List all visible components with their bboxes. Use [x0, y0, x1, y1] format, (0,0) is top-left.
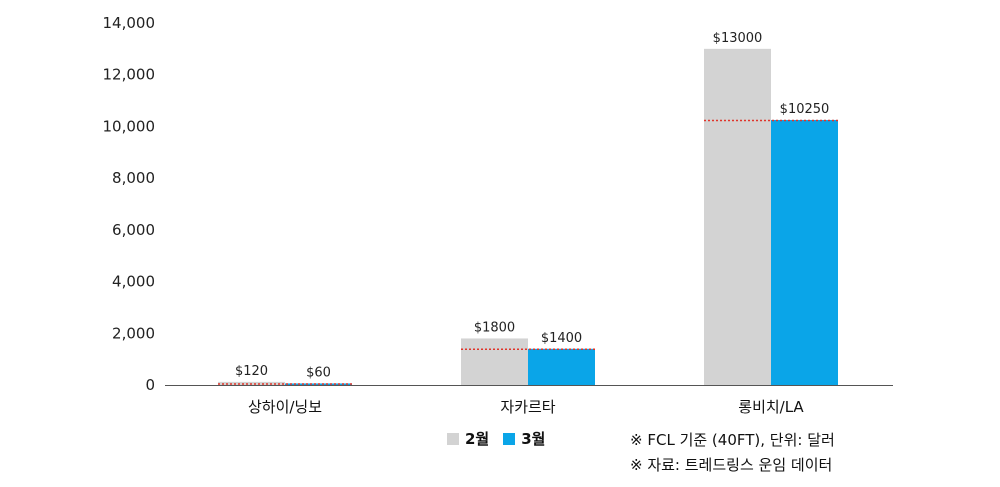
data-label: $1400 [541, 331, 582, 346]
data-label: $10250 [780, 102, 830, 117]
category-label: 상하이/닝보 [248, 398, 322, 416]
footnote-unit: ※ FCL 기준 (40FT), 단위: 달러 [630, 431, 835, 449]
data-labels: $120 $60 $1800 $1400 $13000 $10250 [235, 31, 829, 381]
legend-label-feb: 2월 [465, 430, 490, 448]
data-label: $120 [235, 364, 268, 379]
legend: 2월 3월 [447, 428, 560, 449]
y-tick-label: 10,000 [103, 117, 156, 135]
y-tick-label: 14,000 [103, 14, 156, 32]
bar-mar [528, 348, 595, 385]
y-tick-label: 12,000 [103, 66, 156, 84]
bar-mar [771, 119, 838, 385]
legend-item-mar: 3월 [503, 428, 546, 449]
y-axis-ticks: 0 2,000 4,000 6,000 8,000 10,000 12,000 14,000 [103, 14, 156, 394]
data-label: $1800 [474, 320, 515, 335]
bar-feb [704, 48, 771, 385]
y-tick-label: 0 [145, 376, 155, 394]
legend-item-feb: 2월 [447, 428, 489, 449]
bar-feb [461, 338, 528, 385]
y-tick-label: 2,000 [112, 324, 155, 342]
legend-swatch-mar [503, 432, 516, 445]
footnote-source: ※ 자료: 트레드링스 운임 데이터 [630, 456, 833, 474]
category-label: 자카르타 [500, 398, 555, 416]
y-tick-label: 8,000 [112, 169, 155, 187]
data-label: $13000 [713, 31, 763, 46]
category-label: 롱비치/LA [738, 398, 804, 416]
legend-swatch-feb [447, 432, 459, 445]
y-tick-label: 6,000 [112, 221, 155, 239]
legend-label-mar: 3월 [521, 430, 546, 448]
bars [218, 48, 838, 385]
data-label: $60 [306, 365, 331, 380]
footnotes: ※ FCL 기준 (40FT), 단위: 달러 ※ 자료: 트레드링스 운임 데… [630, 428, 835, 478]
category-labels: 상하이/닝보 자카르타 롱비치/LA [248, 398, 804, 416]
y-tick-label: 4,000 [112, 273, 155, 291]
